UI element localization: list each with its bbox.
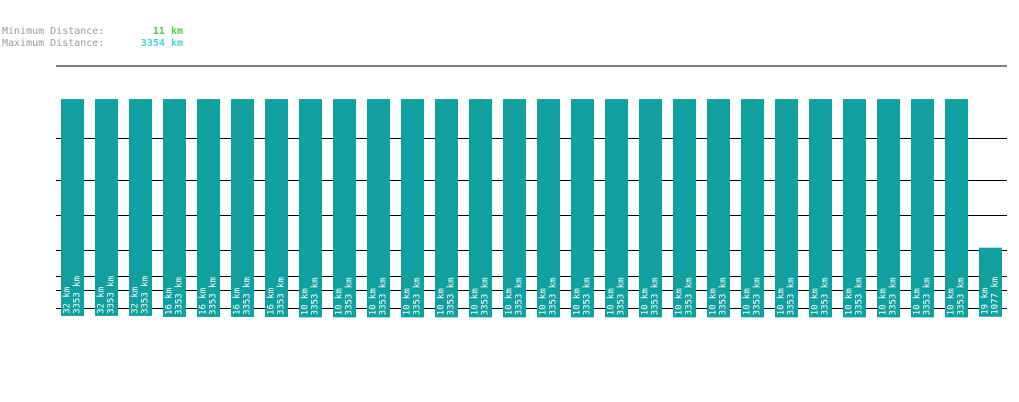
- bar-min-label: 10 km: [845, 288, 855, 315]
- bar-min-label: 10 km: [301, 288, 311, 315]
- distance-bar: [537, 99, 560, 318]
- bar-min-label: 10 km: [539, 288, 549, 315]
- bar-max-label: 3353 km: [617, 277, 627, 315]
- bar-max-label: 3353 km: [957, 277, 967, 315]
- bar-max-label: 3353 km: [413, 277, 423, 315]
- distance-bar: [95, 99, 118, 316]
- distance-bar: [503, 99, 526, 318]
- distance-bar: [809, 99, 832, 318]
- bar-min-label: 32 km: [97, 287, 107, 314]
- bar-min-label: 10 km: [607, 288, 617, 315]
- distance-bar: [197, 99, 220, 317]
- bar-min-label: 10 km: [913, 288, 923, 315]
- bar-min-label: 10 km: [743, 288, 753, 315]
- min-distance-label: Minimum Distance:: [2, 26, 105, 37]
- min-distance-row: Minimum Distance: 11 km: [2, 26, 183, 38]
- bar-min-label: 16 km: [267, 288, 277, 315]
- bar-min-label: 10 km: [369, 288, 379, 315]
- min-distance-value: 11 km: [152, 26, 183, 37]
- bar-min-label: 10 km: [335, 288, 345, 315]
- bar-max-label: 3353 km: [345, 277, 355, 315]
- bar-max-label: 3353 km: [447, 277, 457, 315]
- bar-min-label: 10 km: [777, 288, 787, 315]
- bar-min-label: 32 km: [131, 287, 141, 314]
- bar-min-label: 10 km: [879, 288, 889, 315]
- bar-max-label: 3353 km: [277, 277, 287, 315]
- distance-bar: [911, 99, 934, 318]
- distance-bar: [231, 99, 254, 317]
- bar-max-label: 3353 km: [379, 277, 389, 315]
- bar-max-label: 3353 km: [923, 277, 933, 315]
- distance-bar: [979, 247, 1002, 317]
- bar-min-label: 10 km: [403, 288, 413, 315]
- bar-max-label: 3353 km: [889, 277, 899, 315]
- distance-bar: [469, 99, 492, 318]
- bar-min-label: 10 km: [709, 288, 719, 315]
- bar-max-label: 3353 km: [685, 277, 695, 315]
- bar-max-label: 3353 km: [855, 277, 865, 315]
- distance-bar: [435, 99, 458, 318]
- distance-bar: [877, 99, 900, 318]
- bar-max-label: 1077 km: [991, 277, 1001, 315]
- bar-max-label: 3353 km: [651, 277, 661, 315]
- bar-max-label: 3353 km: [549, 277, 559, 315]
- distance-bar: [333, 99, 356, 318]
- bar-max-label: 3353 km: [821, 277, 831, 315]
- distance-bar: [61, 99, 84, 316]
- bar-max-label: 3353 km: [107, 276, 117, 314]
- bar-min-label: 16 km: [165, 288, 175, 315]
- bar-min-label: 16 km: [199, 288, 209, 315]
- distance-bar: [299, 99, 322, 318]
- bar-max-label: 3353 km: [311, 277, 321, 315]
- bar-max-label: 3353 km: [141, 276, 151, 314]
- distance-bar: [163, 99, 186, 317]
- bar-max-label: 3353 km: [209, 277, 219, 315]
- distance-bar: [639, 99, 662, 318]
- distance-bar: [129, 99, 152, 316]
- bar-max-label: 3353 km: [481, 277, 491, 315]
- max-distance-label: Maximum Distance:: [2, 38, 105, 49]
- bar-min-label: 10 km: [573, 288, 583, 315]
- bar-max-label: 3353 km: [243, 277, 253, 315]
- distance-bar: [673, 99, 696, 318]
- distance-bar: [775, 99, 798, 318]
- bar-min-label: 16 km: [233, 288, 243, 315]
- bar-min-label: 10 km: [675, 288, 685, 315]
- bar-max-label: 3353 km: [73, 276, 83, 314]
- bar-min-label: 10 km: [505, 288, 515, 315]
- distance-bar: [367, 99, 390, 318]
- bar-max-label: 3353 km: [515, 277, 525, 315]
- bar-max-label: 3353 km: [583, 277, 593, 315]
- bar-min-label: 10 km: [811, 288, 821, 315]
- distance-bar: [401, 99, 424, 318]
- distance-bar: [843, 99, 866, 318]
- bar-min-label: 10 km: [641, 288, 651, 315]
- bar-min-label: 19 km: [981, 288, 991, 315]
- distance-bar: [571, 99, 594, 318]
- bar-max-label: 3353 km: [787, 277, 797, 315]
- bar-min-label: 10 km: [947, 288, 957, 315]
- bar-min-label: 32 km: [63, 287, 73, 314]
- bar-max-label: 3353 km: [175, 277, 185, 315]
- bar-min-label: 10 km: [471, 288, 481, 315]
- bar-max-label: 3353 km: [719, 277, 729, 315]
- max-distance-row: Maximum Distance: 3354 km: [2, 38, 183, 50]
- bar-min-label: 10 km: [437, 288, 447, 315]
- bar-max-label: 3353 km: [753, 277, 763, 315]
- distance-bar: [707, 99, 730, 318]
- distance-bar: [945, 99, 968, 318]
- distance-bar: [265, 99, 288, 317]
- distance-bar: [741, 99, 764, 318]
- max-distance-value: 3354 km: [140, 38, 183, 49]
- distance-bar: [605, 99, 628, 318]
